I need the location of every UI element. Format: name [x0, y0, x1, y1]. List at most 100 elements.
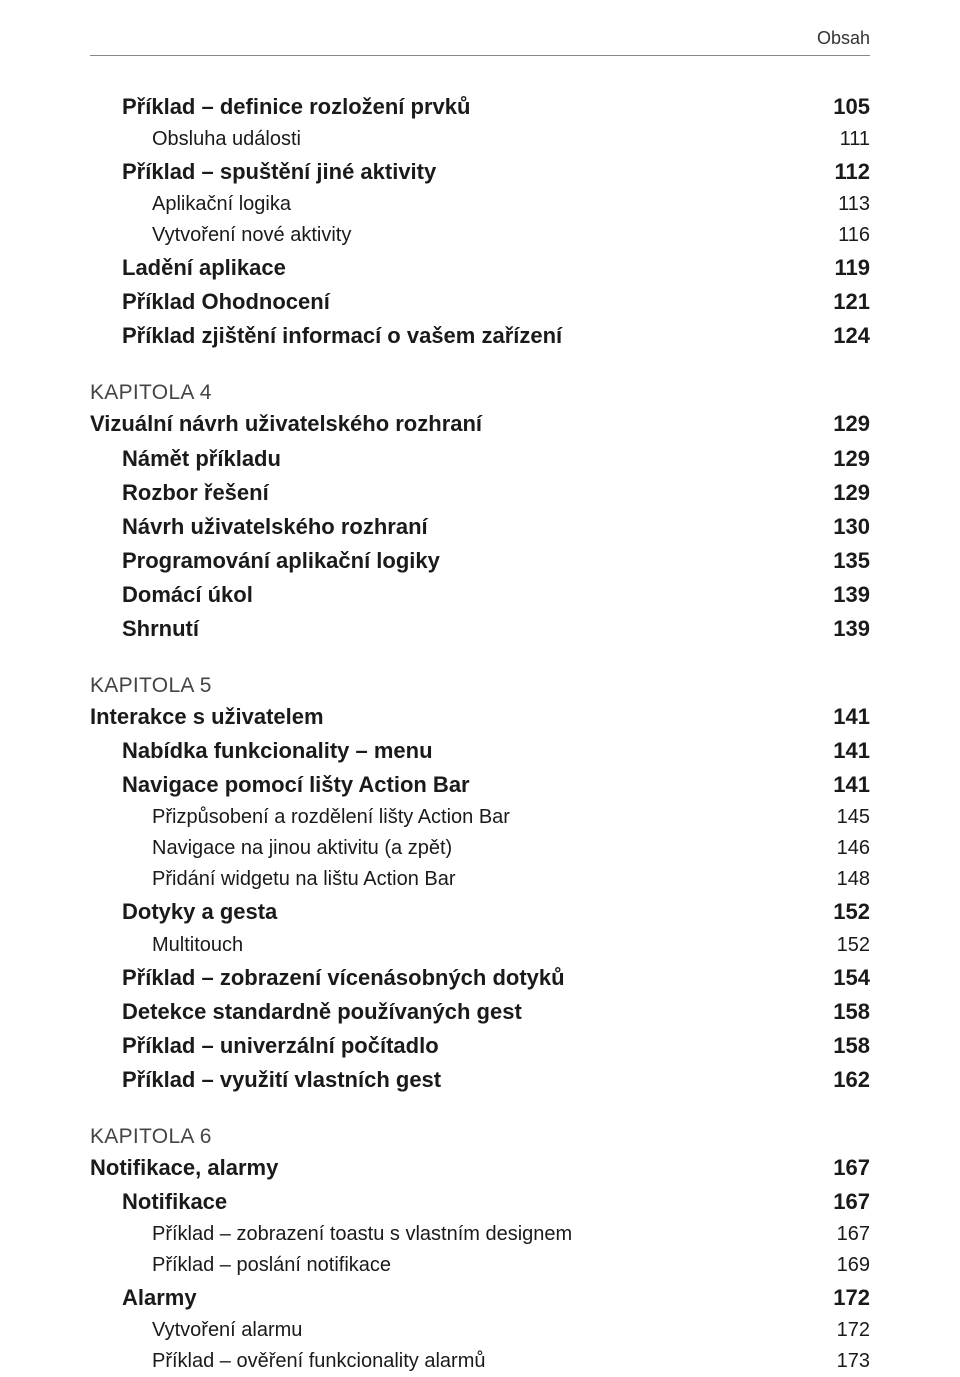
- toc-title: Ladění aplikace: [122, 251, 810, 285]
- toc-page-number: 139: [810, 612, 870, 646]
- toc-row: Aplikační logika113: [152, 189, 870, 220]
- toc-page-number: 129: [810, 407, 870, 441]
- toc-row: Námět příkladu129: [122, 442, 870, 476]
- toc-row: Shrnutí139: [122, 612, 870, 646]
- toc-page-number: 148: [810, 864, 870, 895]
- toc-row: Návrh uživatelského rozhraní130: [122, 510, 870, 544]
- toc-page-number: 130: [810, 510, 870, 544]
- toc-row: Obsluha události111: [152, 124, 870, 155]
- toc-page-number: 167: [810, 1219, 870, 1250]
- header-rule: [90, 55, 870, 56]
- toc-row: Nabídka funkcionality – menu141: [122, 734, 870, 768]
- toc-row: Alarmy172: [122, 1281, 870, 1315]
- toc-row: Příklad – definice rozložení prvků105: [122, 90, 870, 124]
- toc-page-number: 112: [810, 155, 870, 189]
- toc-page-number: 172: [810, 1281, 870, 1315]
- toc-page-number: 158: [810, 1029, 870, 1063]
- toc-title: Interakce s uživatelem: [90, 700, 810, 734]
- toc-title: Programování aplikační logiky: [122, 544, 810, 578]
- toc-title: Přidání widgetu na lištu Action Bar: [152, 864, 810, 895]
- table-of-contents: Příklad – definice rozložení prvků105Obs…: [90, 90, 870, 1377]
- toc-title: Navigace pomocí lišty Action Bar: [122, 768, 810, 802]
- toc-row: Notifikace, alarmy167: [90, 1151, 870, 1185]
- toc-page-number: 121: [810, 285, 870, 319]
- toc-row: Příklad – zobrazení toastu s vlastním de…: [152, 1219, 870, 1250]
- toc-title: Nabídka funkcionality – menu: [122, 734, 810, 768]
- toc-page-number: 139: [810, 578, 870, 612]
- toc-page-number: 169: [810, 1250, 870, 1281]
- toc-page-number: 141: [810, 700, 870, 734]
- toc-page-number: 152: [810, 930, 870, 961]
- toc-row: Navigace na jinou aktivitu (a zpět)146: [152, 833, 870, 864]
- toc-page-number: 167: [810, 1151, 870, 1185]
- chapter-label: KAPITOLA 6: [90, 1125, 870, 1149]
- toc-row: Vytvoření alarmu172: [152, 1315, 870, 1346]
- toc-row: Přizpůsobení a rozdělení lišty Action Ba…: [152, 802, 870, 833]
- toc-row: Navigace pomocí lišty Action Bar141: [122, 768, 870, 802]
- toc-page-number: 167: [810, 1185, 870, 1219]
- toc-title: Vizuální návrh uživatelského rozhraní: [90, 407, 810, 441]
- toc-page-number: 162: [810, 1063, 870, 1097]
- toc-title: Alarmy: [122, 1281, 810, 1315]
- toc-row: Příklad zjištění informací o vašem zaříz…: [122, 319, 870, 353]
- toc-title: Notifikace, alarmy: [90, 1151, 810, 1185]
- toc-row: Příklad – univerzální počítadlo158: [122, 1029, 870, 1063]
- toc-title: Příklad – definice rozložení prvků: [122, 90, 810, 124]
- toc-page-number: 116: [810, 220, 870, 251]
- toc-page-number: 154: [810, 961, 870, 995]
- toc-page-number: 173: [810, 1346, 870, 1377]
- toc-row: Příklad – ověření funkcionality alarmů17…: [152, 1346, 870, 1377]
- toc-title: Příklad Ohodnocení: [122, 285, 810, 319]
- toc-row: Příklad Ohodnocení121: [122, 285, 870, 319]
- toc-title: Příklad – poslání notifikace: [152, 1250, 810, 1281]
- toc-row: Dotyky a gesta152: [122, 895, 870, 929]
- toc-title: Námět příkladu: [122, 442, 810, 476]
- toc-title: Navigace na jinou aktivitu (a zpět): [152, 833, 810, 864]
- toc-page-number: 158: [810, 995, 870, 1029]
- toc-title: Příklad – spuštění jiné aktivity: [122, 155, 810, 189]
- page-header: Obsah: [90, 28, 870, 49]
- toc-row: Příklad – spuštění jiné aktivity112: [122, 155, 870, 189]
- toc-row: Interakce s uživatelem141: [90, 700, 870, 734]
- chapter-label: KAPITOLA 4: [90, 381, 870, 405]
- toc-row: Vytvoření nové aktivity116: [152, 220, 870, 251]
- toc-page-number: 135: [810, 544, 870, 578]
- toc-page-number: 113: [810, 189, 870, 220]
- toc-title: Vytvoření alarmu: [152, 1315, 810, 1346]
- toc-page-number: 129: [810, 476, 870, 510]
- toc-page-number: 172: [810, 1315, 870, 1346]
- toc-page-number: 111: [810, 124, 870, 155]
- toc-title: Vytvoření nové aktivity: [152, 220, 810, 251]
- toc-title: Příklad – zobrazení vícenásobných dotyků: [122, 961, 810, 995]
- toc-title: Obsluha události: [152, 124, 810, 155]
- toc-page-number: 152: [810, 895, 870, 929]
- toc-title: Domácí úkol: [122, 578, 810, 612]
- toc-row: Multitouch152: [152, 930, 870, 961]
- toc-row: Domácí úkol139: [122, 578, 870, 612]
- toc-title: Shrnutí: [122, 612, 810, 646]
- toc-page-number: 105: [810, 90, 870, 124]
- toc-row: Ladění aplikace119: [122, 251, 870, 285]
- toc-title: Příklad – využití vlastních gest: [122, 1063, 810, 1097]
- toc-title: Dotyky a gesta: [122, 895, 810, 929]
- toc-page-number: 145: [810, 802, 870, 833]
- toc-page-number: 124: [810, 319, 870, 353]
- toc-row: Notifikace167: [122, 1185, 870, 1219]
- toc-title: Aplikační logika: [152, 189, 810, 220]
- toc-row: Příklad – využití vlastních gest162: [122, 1063, 870, 1097]
- toc-row: Programování aplikační logiky135: [122, 544, 870, 578]
- toc-title: Notifikace: [122, 1185, 810, 1219]
- toc-title: Příklad zjištění informací o vašem zaříz…: [122, 319, 810, 353]
- toc-title: Příklad – univerzální počítadlo: [122, 1029, 810, 1063]
- toc-title: Příklad – zobrazení toastu s vlastním de…: [152, 1219, 810, 1250]
- toc-title: Detekce standardně používaných gest: [122, 995, 810, 1029]
- toc-title: Rozbor řešení: [122, 476, 810, 510]
- toc-title: Multitouch: [152, 930, 810, 961]
- toc-row: Detekce standardně používaných gest158: [122, 995, 870, 1029]
- toc-page-number: 146: [810, 833, 870, 864]
- toc-title: Příklad – ověření funkcionality alarmů: [152, 1346, 810, 1377]
- toc-row: Příklad – zobrazení vícenásobných dotyků…: [122, 961, 870, 995]
- toc-row: Vizuální návrh uživatelského rozhraní129: [90, 407, 870, 441]
- toc-page-number: 141: [810, 768, 870, 802]
- toc-title: Návrh uživatelského rozhraní: [122, 510, 810, 544]
